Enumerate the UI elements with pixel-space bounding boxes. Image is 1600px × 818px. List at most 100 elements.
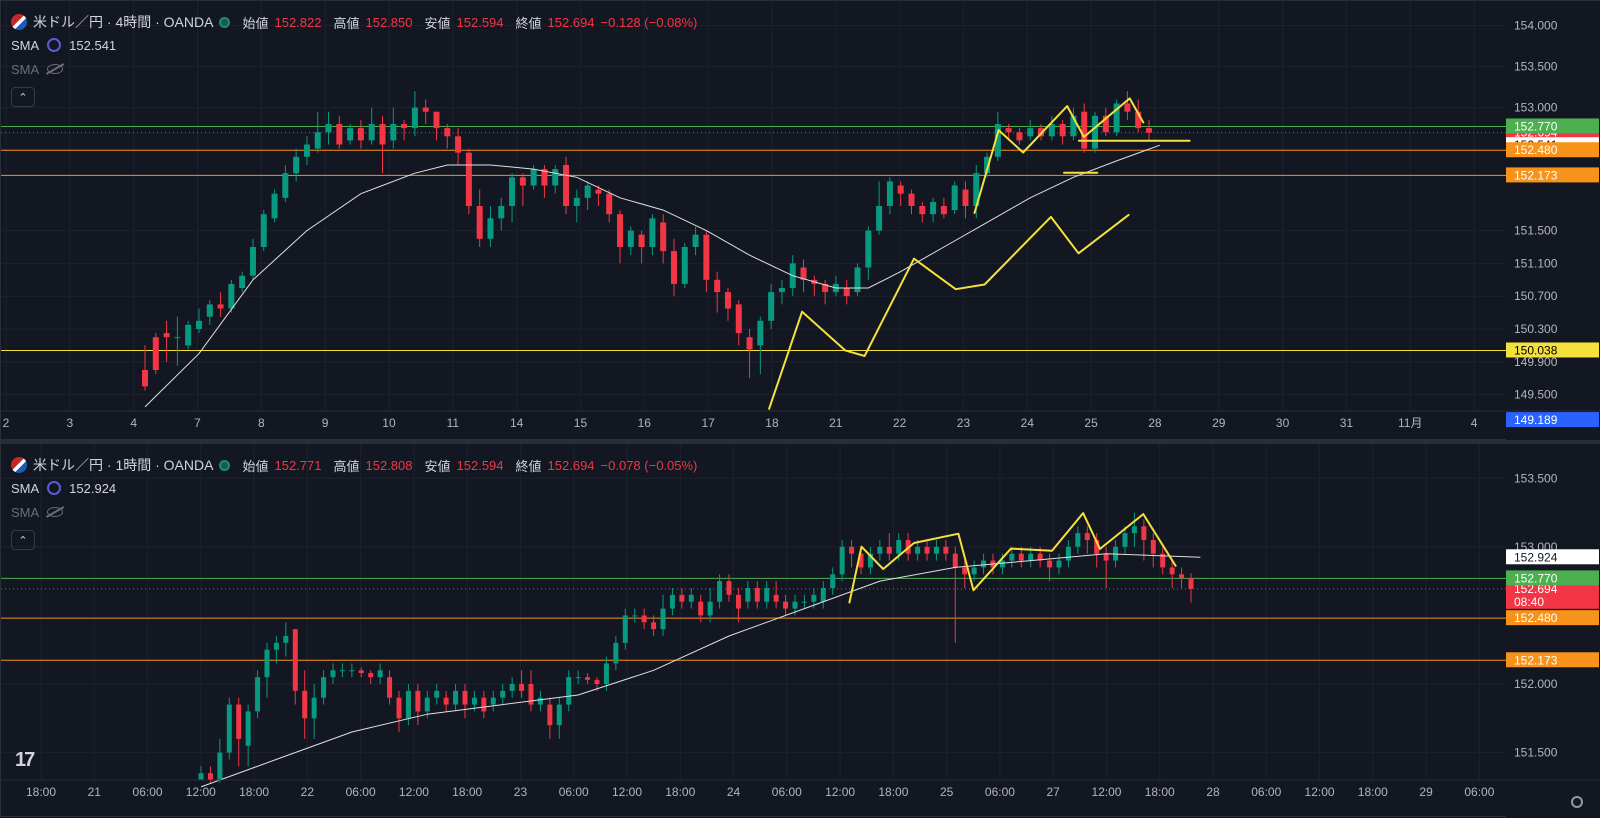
candle-body xyxy=(1016,132,1023,141)
price-tag-label: 152.480 xyxy=(1514,143,1558,157)
candle-body xyxy=(679,594,685,602)
candle-body xyxy=(293,156,300,174)
symbol-title[interactable]: 米ドル／円 · 4時間 · OANDA xyxy=(33,14,214,30)
candle-body xyxy=(594,679,600,684)
candle-body xyxy=(1065,546,1071,561)
gear-icon[interactable] xyxy=(1571,796,1583,808)
x-tick-label: 22 xyxy=(301,785,315,799)
candle-body xyxy=(896,540,902,554)
market-status-icon xyxy=(219,459,231,471)
candle-body xyxy=(886,181,893,206)
price-tag xyxy=(1506,549,1599,565)
candle-body xyxy=(424,697,430,712)
chart-canvas-4h[interactable]: 154.000 153.500 153.000 151.500 151.100 150.7… xyxy=(1,1,1600,441)
candle-body xyxy=(1009,553,1015,561)
candle-body xyxy=(952,553,958,568)
candle-body xyxy=(174,337,181,339)
indicator-sma[interactable]: SMA 152.924 xyxy=(11,476,697,500)
chart-pane-4h[interactable]: 154.000 153.500 153.000 151.500 151.100 150.7… xyxy=(0,0,1600,441)
open-label: 始値 xyxy=(242,15,269,31)
y-tick-label: 153.500 xyxy=(1514,471,1558,485)
candle-body xyxy=(336,124,343,145)
candle-body xyxy=(311,697,317,719)
low-label: 安値 xyxy=(424,458,451,474)
chart-canvas-1h[interactable]: 153.500153.000152.000151.500152.924152.6… xyxy=(1,444,1600,818)
candle-body xyxy=(433,111,440,129)
drawing-path[interactable] xyxy=(848,512,1177,604)
candle-body xyxy=(877,546,883,554)
candle-body xyxy=(498,206,505,219)
sma-line[interactable] xyxy=(200,553,1201,788)
x-tick-label: 2 xyxy=(3,416,10,430)
candle-body xyxy=(632,615,638,617)
price-axis[interactable] xyxy=(1506,1,1600,441)
x-tick-label: 06:00 xyxy=(1464,785,1494,799)
candle-body xyxy=(768,292,775,321)
change-value: −0.078 (−0.05%) xyxy=(600,457,698,473)
candle-body xyxy=(292,629,298,691)
x-tick-label: 17 xyxy=(701,416,715,430)
candle-body xyxy=(1092,115,1099,149)
candle-body xyxy=(349,670,355,672)
candle-body xyxy=(858,553,864,568)
candle-body xyxy=(236,704,242,739)
candle-body xyxy=(226,704,232,753)
drawing-path[interactable] xyxy=(768,213,1130,410)
candle-body xyxy=(357,128,364,141)
x-tick-label: 12:00 xyxy=(825,785,855,799)
candle-body xyxy=(843,288,850,297)
x-tick-label: 23 xyxy=(514,785,528,799)
drawing-path[interactable] xyxy=(973,97,1145,214)
candle-body xyxy=(1141,526,1147,540)
sma-value: 152.541 xyxy=(69,37,117,53)
candle-body xyxy=(1059,124,1066,137)
candle-body xyxy=(681,247,688,284)
candle-body xyxy=(530,169,537,186)
indicator-sma-hidden[interactable]: SMA xyxy=(11,500,697,524)
candle-body xyxy=(757,320,764,346)
chart-pane-1h[interactable]: 153.500 153.000 152.000 151.500 152.924 152.6… xyxy=(0,443,1600,818)
collapse-legend-button[interactable]: ⌃ xyxy=(11,530,35,550)
candle-body xyxy=(606,193,613,215)
tradingview-logo-icon[interactable]: 17 xyxy=(15,749,35,771)
candle-body xyxy=(537,697,543,705)
candle-body xyxy=(185,324,192,346)
x-tick-label: 29 xyxy=(1212,416,1226,430)
candle-body xyxy=(698,601,704,616)
indicator-sma[interactable]: SMA 152.541 xyxy=(11,33,697,57)
symbol-title[interactable]: 米ドル／円 · 1時間 · OANDA xyxy=(33,457,214,473)
candle-body xyxy=(651,622,657,630)
y-tick-label: 150.700 xyxy=(1514,289,1558,303)
candle-body xyxy=(792,601,798,609)
high-value: 152.808 xyxy=(365,457,413,473)
eye-hidden-icon[interactable] xyxy=(47,507,64,517)
candle-body xyxy=(1048,124,1055,137)
candle-body xyxy=(692,234,699,247)
candle-body xyxy=(519,684,525,691)
candle-body xyxy=(1005,128,1012,133)
candle-body xyxy=(1070,115,1077,137)
candle-body xyxy=(217,304,224,309)
candle-body xyxy=(206,304,213,317)
candle-body xyxy=(801,601,807,603)
sma-label: SMA xyxy=(11,37,40,53)
price-tag xyxy=(1506,167,1599,183)
sma-line[interactable] xyxy=(144,144,1160,408)
candle-body xyxy=(981,560,987,568)
legend-1h: 米ドル／円 · 1時間 · OANDA 始値 152.771 高値 152.80… xyxy=(11,454,697,550)
close-value: 152.694 xyxy=(547,14,595,30)
candle-body xyxy=(641,615,647,623)
collapse-legend-button[interactable]: ⌃ xyxy=(11,87,35,107)
candle-body xyxy=(971,567,977,575)
x-tick-label: 06:00 xyxy=(1251,785,1281,799)
price-axis[interactable] xyxy=(1506,444,1600,818)
candle-body xyxy=(541,169,548,186)
candle-body xyxy=(1135,111,1142,129)
indicator-sma-hidden[interactable]: SMA xyxy=(11,57,697,81)
pane-divider[interactable] xyxy=(0,440,1600,443)
x-tick-label: 4 xyxy=(1471,416,1478,430)
x-tick-label: 28 xyxy=(1206,785,1220,799)
eye-hidden-icon[interactable] xyxy=(47,64,64,74)
price-tag xyxy=(1506,610,1599,626)
candle-body xyxy=(207,773,213,780)
